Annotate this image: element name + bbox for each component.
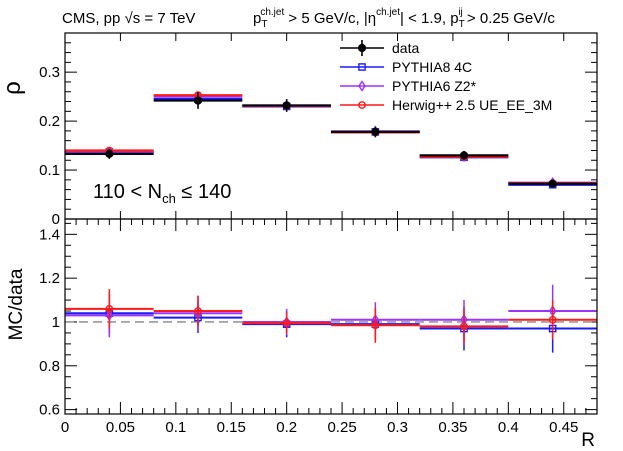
bottom-xlabel: R	[581, 430, 595, 451]
bottom-xtick-label: 0	[61, 419, 69, 436]
top-marker-data	[193, 96, 203, 105]
legend: data PYTHIA8 4C PYTHIA6 Z2* Herwig++ 2.5 UE…	[340, 40, 552, 113]
bottom-panel: 0.6 0.8 1 1.2 1.4 0 0.05 0.1 0.15 0.2 0.25 0.3 0.35 0…	[6, 219, 597, 451]
bottom-xtick-label: 0.35	[438, 419, 467, 436]
bottom-xtick-label: 0.05	[106, 419, 135, 436]
bottom-ylabel: MC/data	[6, 268, 27, 340]
ratio-marker-herwig	[282, 319, 291, 327]
bottom-ytick-label: 0.6	[39, 402, 60, 419]
top-data-marks	[65, 90, 597, 189]
ratio-marker-herwig	[460, 322, 468, 331]
bottom-ytick-label: 0.8	[39, 358, 60, 375]
legend-marker-herwig	[358, 101, 366, 109]
ratio-marker-herwig	[194, 307, 202, 315]
top-ytick-zero-label: 0	[52, 211, 60, 228]
top-ylabel: ρ	[0, 81, 26, 95]
panel-frames	[64, 32, 598, 415]
top-ytick-label: 0.3	[39, 64, 60, 81]
ratio-marker-herwig	[105, 304, 114, 313]
bottom-xtick-label: 0.4	[498, 419, 519, 436]
header-experiment: CMS, pp √s = 7 TeV	[62, 10, 195, 27]
top-marker-data	[459, 151, 469, 160]
bottom-xtick-label: 0.15	[217, 419, 246, 436]
bottom-panel-frame	[64, 218, 598, 415]
legend-label-pythia6: PYTHIA6 Z2*	[392, 78, 477, 94]
legend-label-data: data	[392, 40, 419, 56]
legend-marker-data	[357, 43, 367, 53]
legend-label-pythia8: PYTHIA8 4C	[392, 59, 472, 75]
legend-marker-pythia6	[358, 80, 366, 92]
legend-label-herwig: Herwig++ 2.5 UE_EE_3M	[392, 97, 552, 113]
top-marker-data	[548, 179, 557, 188]
top-marker-data	[282, 101, 291, 110]
bottom-xtick-label: 0.2	[276, 419, 297, 436]
bottom-ytick-label: 1.2	[39, 270, 60, 287]
header-cuts: pTch.jet > 5 GeV/c, |ηch.jet| < 1.9, pTi…	[253, 7, 555, 30]
bottom-ytick-label: 1	[52, 314, 60, 331]
bottom-ytick-label: 1.4	[39, 226, 60, 243]
bottom-xtick-label: 0.3	[387, 419, 408, 436]
top-panel: 0.1 0.2 0.3 0 ρ	[0, 33, 597, 228]
multiplicity-annotation: 110 < Nch ≤ 140	[93, 181, 231, 206]
bottom-xtick-label: 0.1	[165, 419, 186, 436]
ratio-marker-herwig	[371, 321, 380, 330]
top-marker-data	[371, 127, 380, 136]
ratio-marker-herwig	[548, 315, 557, 324]
top-marker-data	[105, 149, 114, 158]
ratio-data-marks	[65, 284, 597, 353]
top-ytick-label: 0.2	[39, 113, 60, 130]
bottom-xtick-label: 0.25	[327, 419, 356, 436]
bottom-xtick-label: 0.45	[549, 419, 578, 436]
legend-marker-pythia8	[358, 63, 366, 71]
top-ytick-label: 0.1	[39, 162, 60, 179]
